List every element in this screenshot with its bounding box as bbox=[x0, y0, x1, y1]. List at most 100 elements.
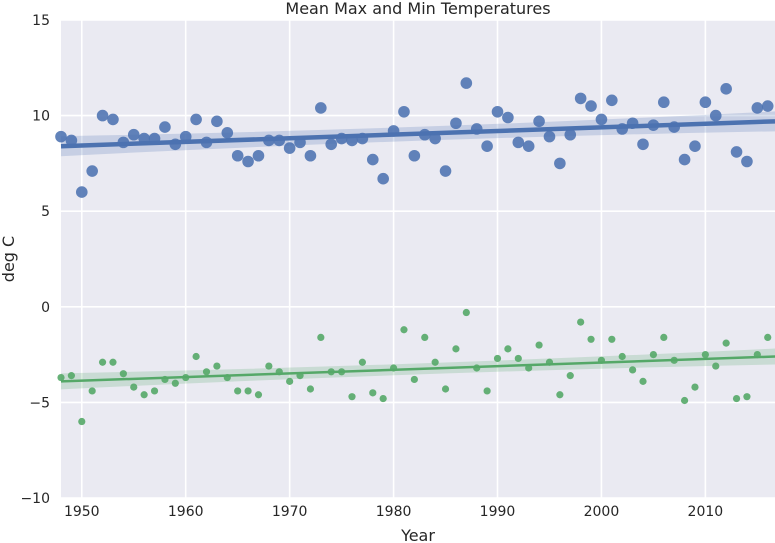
data-point-series-2 bbox=[171, 379, 179, 387]
data-point-series-2 bbox=[639, 377, 647, 385]
data-point-series-2 bbox=[701, 351, 709, 359]
data-point-series-1 bbox=[86, 165, 98, 177]
data-point-series-2 bbox=[441, 385, 450, 393]
data-point-series-2 bbox=[379, 394, 387, 403]
data-point-series-1 bbox=[252, 149, 265, 162]
data-point-series-1 bbox=[761, 100, 774, 112]
y-tick-label: −10 bbox=[20, 491, 50, 507]
data-point-series-2 bbox=[452, 345, 460, 353]
data-point-series-2 bbox=[265, 362, 273, 370]
y-tick-labels: −10 −5 0 5 10 15 bbox=[20, 13, 50, 507]
data-point-series-1 bbox=[533, 115, 545, 128]
data-point-series-2 bbox=[286, 377, 294, 385]
data-point-series-2 bbox=[57, 373, 65, 382]
y-tick-label: 10 bbox=[32, 109, 50, 125]
data-point-series-2 bbox=[182, 373, 190, 382]
data-point-series-2 bbox=[223, 373, 231, 382]
data-point-series-2 bbox=[98, 358, 107, 366]
data-point-series-1 bbox=[502, 111, 514, 124]
data-point-series-1 bbox=[377, 172, 389, 185]
data-point-series-2 bbox=[587, 335, 595, 343]
data-point-series-2 bbox=[660, 333, 668, 341]
data-point-series-1 bbox=[709, 109, 722, 122]
x-axis-label: Year bbox=[400, 526, 435, 543]
x-tick-labels: 1950 1960 1970 1980 1990 2000 2010 bbox=[64, 504, 723, 520]
data-point-series-1 bbox=[75, 186, 88, 198]
data-point-series-1 bbox=[699, 96, 712, 109]
data-point-series-1 bbox=[460, 77, 473, 89]
data-point-series-1 bbox=[512, 136, 525, 149]
data-point-series-2 bbox=[618, 352, 626, 361]
data-point-series-2 bbox=[514, 354, 522, 363]
data-point-series-1 bbox=[304, 149, 317, 162]
y-tick-label: 0 bbox=[41, 300, 50, 316]
data-point-series-2 bbox=[597, 356, 606, 364]
data-point-series-1 bbox=[574, 92, 587, 105]
data-point-series-2 bbox=[150, 387, 159, 395]
data-point-series-2 bbox=[764, 333, 772, 341]
data-point-series-1 bbox=[148, 132, 161, 145]
data-point-series-2 bbox=[317, 333, 325, 341]
data-point-series-2 bbox=[358, 358, 366, 366]
data-point-series-1 bbox=[200, 136, 213, 149]
plot-area bbox=[61, 20, 775, 498]
data-point-series-2 bbox=[234, 387, 242, 395]
data-point-series-2 bbox=[192, 352, 200, 361]
data-point-series-2 bbox=[119, 370, 127, 378]
data-point-series-1 bbox=[668, 121, 680, 133]
data-point-series-2 bbox=[535, 341, 543, 349]
data-point-series-1 bbox=[387, 125, 400, 137]
data-point-series-1 bbox=[481, 140, 493, 152]
data-point-series-1 bbox=[190, 113, 202, 126]
data-point-series-1 bbox=[585, 100, 597, 112]
y-tick-label: 15 bbox=[32, 13, 50, 29]
data-point-series-1 bbox=[315, 102, 327, 114]
data-point-series-2 bbox=[296, 372, 304, 380]
data-point-series-2 bbox=[493, 354, 502, 363]
data-point-series-2 bbox=[732, 394, 741, 403]
data-point-series-2 bbox=[712, 362, 720, 370]
data-points bbox=[55, 77, 774, 426]
data-point-series-1 bbox=[211, 115, 223, 128]
data-point-series-2 bbox=[608, 335, 616, 343]
data-point-series-1 bbox=[439, 165, 452, 177]
data-point-series-1 bbox=[678, 153, 691, 166]
data-point-series-1 bbox=[418, 128, 431, 141]
data-point-series-2 bbox=[327, 368, 335, 376]
x-tick-label: 1960 bbox=[168, 504, 204, 520]
data-point-series-2 bbox=[431, 358, 439, 366]
data-point-series-2 bbox=[67, 372, 75, 380]
data-point-series-2 bbox=[161, 375, 169, 384]
data-point-series-1 bbox=[398, 105, 410, 118]
data-point-series-2 bbox=[680, 396, 689, 405]
y-tick-label: 5 bbox=[41, 204, 50, 220]
data-point-series-1 bbox=[179, 130, 192, 143]
y-tick-label: −5 bbox=[29, 395, 50, 411]
trend-line-2 bbox=[60, 355, 775, 383]
data-point-series-1 bbox=[730, 146, 743, 158]
data-point-series-1 bbox=[273, 134, 286, 147]
data-point-series-1 bbox=[429, 132, 441, 145]
data-point-series-1 bbox=[366, 153, 379, 166]
data-point-series-1 bbox=[450, 117, 462, 130]
data-point-series-1 bbox=[294, 136, 306, 149]
data-point-series-2 bbox=[306, 385, 315, 393]
data-point-series-2 bbox=[577, 318, 585, 326]
data-point-series-1 bbox=[117, 136, 130, 149]
data-point-series-2 bbox=[78, 417, 86, 426]
data-point-series-2 bbox=[244, 387, 252, 395]
data-point-series-1 bbox=[283, 142, 296, 154]
data-point-series-1 bbox=[231, 149, 244, 162]
data-point-series-1 bbox=[263, 134, 275, 147]
data-point-series-2 bbox=[743, 393, 751, 401]
data-point-series-1 bbox=[720, 83, 732, 95]
data-point-series-1 bbox=[242, 155, 254, 168]
data-point-series-1 bbox=[470, 123, 483, 135]
data-point-series-1 bbox=[689, 140, 701, 152]
data-point-series-2 bbox=[88, 387, 96, 395]
data-point-series-2 bbox=[254, 391, 263, 399]
chart-title: Mean Max and Min Temperatures bbox=[285, 0, 550, 18]
data-point-series-1 bbox=[408, 149, 421, 162]
data-point-series-1 bbox=[138, 132, 150, 145]
